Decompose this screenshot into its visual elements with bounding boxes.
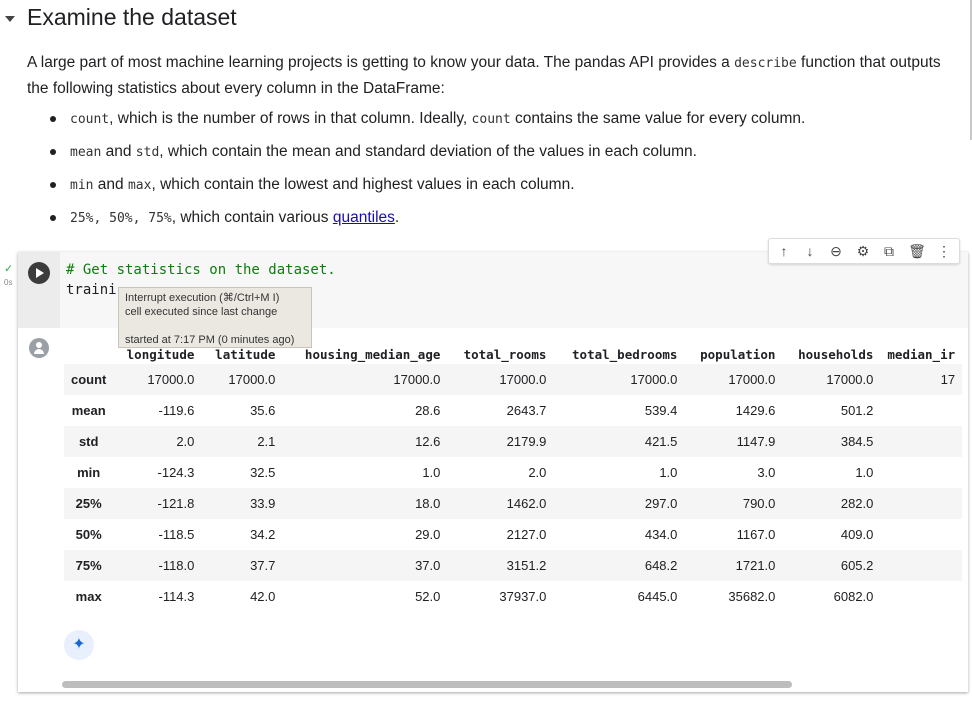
page-scrollbar[interactable] <box>970 0 972 140</box>
code-cell[interactable]: # Get statistics on the dataset. traini … <box>18 252 968 692</box>
cell-gutter <box>18 252 60 328</box>
exec-success-icon: ✓ <box>4 263 14 275</box>
table-row: mean -119.6 35.6 28.6 2643.7 539.4 1429.6 501.2 <box>71 403 874 418</box>
table-row: count 17000.0 17000.0 17000.0 17000.0 17000.0… <box>64 364 963 395</box>
table-row: 75% -118.0 37.7 37.0 3151.2 648.2 1721.0 605.2 <box>64 550 963 581</box>
scrollbar-thumb[interactable] <box>62 681 792 688</box>
more-icon[interactable]: ⋮ <box>937 243 951 259</box>
link-icon[interactable]: ⊖ <box>830 243 842 259</box>
code-comment: # Get statistics on the dataset. <box>66 262 336 278</box>
exec-time: 0s <box>4 278 13 287</box>
column-header: population <box>700 346 776 362</box>
column-header: housing_median_age <box>304 346 441 362</box>
quantiles-link[interactable]: quantiles <box>332 209 395 226</box>
list-item: mean and std, which contain the mean and… <box>50 138 950 171</box>
describe-output-table: longitude latitude housing_median_age to… <box>64 344 963 612</box>
table-row: max -114.3 42.0 52.0 37937.0 6445.0 35682.0 608… <box>75 589 874 604</box>
table-row: min -124.3 32.5 1.0 2.0 1.0 3.0 1.0 <box>77 465 874 480</box>
column-header <box>64 344 113 364</box>
cell-toolbar: ↑ ↓ ⊖ ⚙ ⧉ 🗑 ⋮ <box>768 238 960 264</box>
arrow-down-icon[interactable]: ↓ <box>806 243 814 259</box>
list-item: min and max, which contain the lowest an… <box>50 171 950 204</box>
column-header: total_bedrooms <box>572 346 678 362</box>
table-row: 50% -118.5 34.2 29.0 2127.0 434.0 1167.0 409.0 <box>75 527 874 542</box>
bullet-dot-icon <box>50 116 56 122</box>
column-header: median_ir <box>887 346 956 362</box>
code-line: traini <box>66 282 117 298</box>
output-avatar-icon[interactable] <box>29 338 49 358</box>
magic-wand-icon[interactable]: ✦ <box>64 630 94 660</box>
bullet-dot-icon <box>50 182 56 188</box>
bullet-dot-icon <box>50 149 56 155</box>
column-header: total_rooms <box>463 346 547 362</box>
delete-icon[interactable]: 🗑 <box>908 243 926 259</box>
describe-code: describe <box>734 56 797 71</box>
section-header: Examine the dataset <box>0 0 972 38</box>
run-cell-button[interactable] <box>28 262 50 284</box>
output-gutter <box>18 328 60 692</box>
section-title: Examine the dataset <box>27 4 237 30</box>
intro-paragraph: A large part of most machine learning pr… <box>27 54 941 97</box>
mirror-cell-icon[interactable]: ⧉ <box>884 243 894 259</box>
arrow-up-icon[interactable]: ↑ <box>780 243 788 259</box>
table-row: std 2.0 2.1 12.6 2179.9 421.5 1147.9 384.5 <box>64 426 963 457</box>
collapse-caret-icon[interactable] <box>5 16 15 22</box>
column-header: latitude <box>215 346 276 362</box>
gear-icon[interactable]: ⚙ <box>856 243 870 259</box>
table-header-row: longitude latitude housing_median_age to… <box>64 344 962 364</box>
column-header: longitude <box>126 346 195 362</box>
bullet-dot-icon <box>50 215 56 221</box>
list-item: 25%, 50%, 75%, which contain various qua… <box>50 204 950 237</box>
run-button-tooltip: Interrupt execution (⌘/Ctrl+M I) cell ex… <box>118 287 312 348</box>
table-row: 25% -121.8 33.9 18.0 1462.0 297.0 790.0 282.0 <box>64 488 963 519</box>
column-header: households <box>798 346 874 362</box>
output-horizontal-scrollbar[interactable] <box>60 680 968 690</box>
list-item: count, which is the number of rows in th… <box>50 105 950 138</box>
stats-bullet-list: count, which is the number of rows in th… <box>50 105 950 237</box>
